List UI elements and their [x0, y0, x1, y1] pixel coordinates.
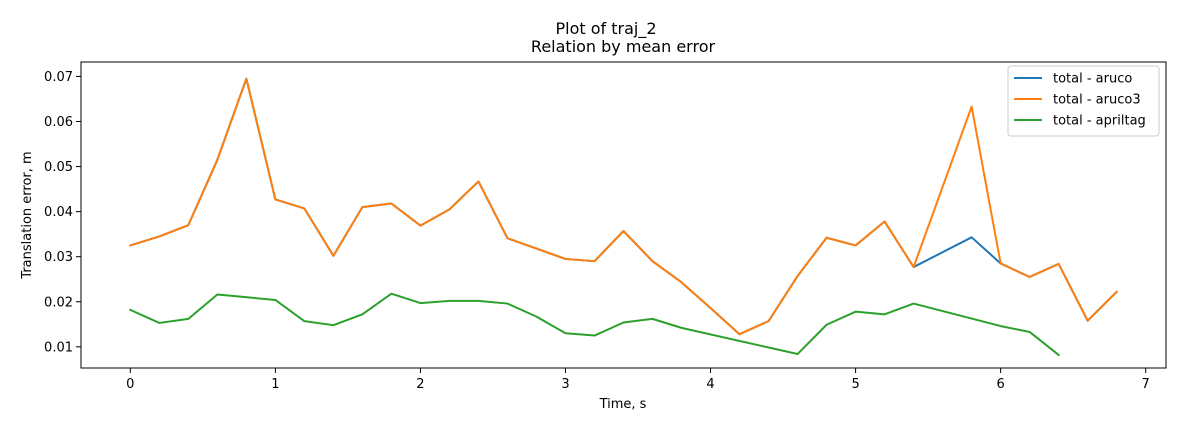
- y-tick-label: 0.02: [44, 295, 73, 310]
- y-axis-ticks: 0.01 0.02 0.03 0.04 0.05 0.06 0.07: [44, 70, 81, 355]
- y-tick-label: 0.07: [44, 70, 73, 85]
- series-line-1: [129, 77, 1119, 336]
- x-tick-label: 2: [416, 377, 424, 392]
- legend-label-0: total - aruco: [1053, 72, 1132, 87]
- plot-frame: [80, 61, 1167, 369]
- x-tick-label: 4: [706, 377, 714, 392]
- legend-label-1: total - aruco3: [1053, 93, 1141, 108]
- y-tick-label: 0.04: [44, 205, 73, 220]
- plot-lines: [128, 77, 1119, 357]
- legend-box: [1007, 65, 1160, 137]
- series-line-2: [128, 292, 1061, 357]
- x-axis-label: Time, s: [599, 397, 647, 412]
- y-tick-label: 0.06: [44, 115, 73, 130]
- x-tick-label: 1: [271, 377, 279, 392]
- y-tick-label: 0.01: [44, 340, 73, 355]
- chart-title: Plot of traj_2: [555, 19, 656, 39]
- chart-subtitle: Relation by mean error: [531, 37, 716, 56]
- y-axis-label: Translation error, m: [20, 151, 35, 279]
- legend-entries: total - aruco total - aruco3 total - april…: [1014, 72, 1146, 129]
- x-axis-ticks: 0 1 2 3 4 5 6 7: [126, 368, 1150, 392]
- x-tick-label: 6: [996, 377, 1004, 392]
- y-tick-label: 0.05: [44, 160, 73, 175]
- x-tick-label: 3: [561, 377, 569, 392]
- x-tick-label: 5: [851, 377, 859, 392]
- legend: total - aruco total - aruco3 total - april…: [1007, 65, 1160, 137]
- x-tick-label: 7: [1142, 377, 1150, 392]
- x-tick-label: 0: [126, 377, 134, 392]
- legend-label-2: total - apriltag: [1053, 114, 1146, 129]
- y-tick-label: 0.03: [44, 250, 73, 265]
